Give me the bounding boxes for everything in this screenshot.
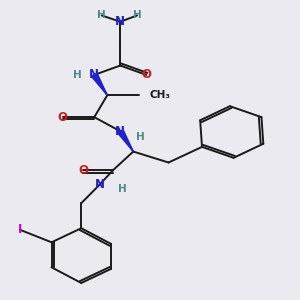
Text: N: N bbox=[89, 68, 99, 81]
Text: O: O bbox=[141, 68, 151, 81]
Text: O: O bbox=[78, 164, 88, 177]
Polygon shape bbox=[117, 130, 133, 152]
Text: H: H bbox=[136, 133, 145, 142]
Text: N: N bbox=[95, 178, 105, 191]
Text: CH₃: CH₃ bbox=[149, 90, 170, 100]
Polygon shape bbox=[91, 74, 107, 95]
Text: N: N bbox=[115, 15, 125, 28]
Text: I: I bbox=[18, 223, 22, 236]
Text: H: H bbox=[133, 11, 141, 20]
Text: H: H bbox=[118, 184, 127, 194]
Text: H: H bbox=[97, 11, 106, 20]
Text: H: H bbox=[73, 70, 82, 80]
Text: O: O bbox=[58, 111, 68, 124]
Text: N: N bbox=[115, 125, 125, 138]
